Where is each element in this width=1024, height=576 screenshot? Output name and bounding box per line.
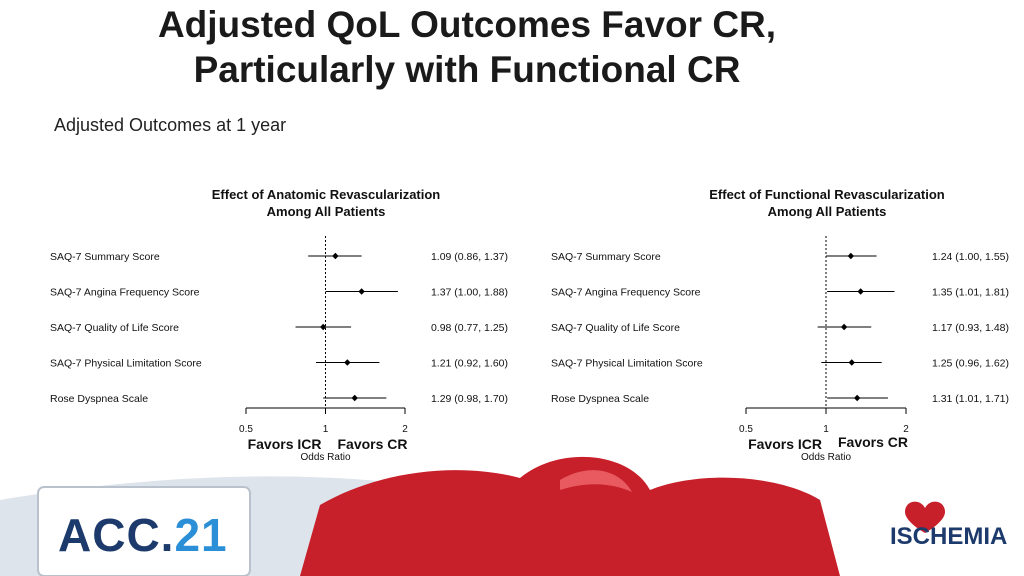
x-axis-title: Odds Ratio [300,452,350,463]
acc-logo: ACC.21 [58,508,228,562]
odds-ratio-marker [344,359,351,366]
ci-value-label: 1.37 (1.00, 1.88) [431,287,508,299]
ci-value-label: 1.35 (1.01, 1.81) [932,287,1009,299]
ci-value-label: 1.09 (0.86, 1.37) [431,251,508,263]
footer-heart-shape [300,456,840,576]
footer-decoration [0,456,1024,576]
right-panel-title: Effect of Functional Revascularization A… [667,186,987,220]
slide-title: Adjusted QoL Outcomes Favor CR, Particul… [0,2,934,92]
x-axis-tick-label: 1 [323,424,329,435]
x-axis-tick-label: 2 [903,424,909,435]
ischemia-logo-card [880,500,1024,576]
slide-subtitle: Adjusted Outcomes at 1 year [54,115,287,135]
row-label: SAQ-7 Quality of Life Score [50,322,179,334]
forest-plot-functional: SAQ-7 Summary Score 1.24 (1.00, 1.55) SAQ-… [551,236,1009,463]
ci-value-label: 0.98 (0.77, 1.25) [431,322,508,334]
ci-value-label: 1.17 (0.93, 1.48) [932,322,1009,334]
ischemia-logo: ISCHEMIA [890,523,1008,550]
favors-icr-label: Favors ICR [248,436,322,452]
x-axis-tick-label: 0.5 [739,424,753,435]
slide-title-line-1: Adjusted QoL Outcomes Favor CR, [157,4,777,45]
row-label: SAQ-7 Quality of Life Score [551,322,680,334]
row-label: SAQ-7 Physical Limitation Score [50,358,202,370]
x-axis-title: Odds Ratio [801,452,851,463]
odds-ratio-marker [840,323,848,331]
footer-heart-highlight [560,470,632,492]
acc-logo-text: ACC. [58,509,175,561]
acc-logo-number: 21 [174,509,228,561]
x-axis-tick-label: 2 [402,424,408,435]
odds-ratio-marker [319,323,327,331]
ischemia-heart-icon [905,501,945,533]
favors-icr-label: Favors ICR [748,436,822,452]
row-label: Rose Dyspnea Scale [551,393,649,405]
left-panel-title: Effect of Anatomic Revascularization Amo… [166,186,486,220]
left-panel-title-line-1: Effect of Anatomic Revascularization [211,187,441,202]
row-label: SAQ-7 Summary Score [50,251,160,263]
ci-value-label: 1.25 (0.96, 1.62) [932,358,1009,370]
odds-ratio-marker [853,394,861,402]
row-label: SAQ-7 Summary Score [551,251,661,263]
ci-value-label: 1.24 (1.00, 1.55) [932,251,1009,263]
right-panel-title-line-1: Effect of Functional Revascularization [709,187,945,202]
odds-ratio-marker [857,288,864,295]
ci-value-label: 1.31 (1.01, 1.71) [932,393,1009,405]
left-panel-title-line-2: Among All Patients [266,204,386,219]
x-axis-tick-label: 1 [823,424,829,435]
odds-ratio-marker [332,252,339,260]
forest-plot-anatomic: SAQ-7 Summary Score 1.09 (0.86, 1.37) SAQ-… [50,236,508,463]
row-label: SAQ-7 Angina Frequency Score [551,287,701,299]
row-label: SAQ-7 Physical Limitation Score [551,358,703,370]
ci-value-label: 1.21 (0.92, 1.60) [431,358,508,370]
favors-cr-label: Favors CR [338,436,408,452]
row-label: SAQ-7 Angina Frequency Score [50,287,200,299]
odds-ratio-marker [848,359,855,366]
odds-ratio-marker [847,252,855,260]
favors-cr-label: Favors CR [838,434,908,450]
odds-ratio-marker [351,394,358,402]
acc-logo-card [37,486,251,576]
odds-ratio-marker [358,288,365,295]
x-axis-tick-label: 0.5 [239,424,253,435]
ci-value-label: 1.29 (0.98, 1.70) [431,393,508,405]
right-panel-title-line-2: Among All Patients [767,204,887,219]
row-label: Rose Dyspnea Scale [50,393,148,405]
slide-title-line-2: Particularly with Functional CR [193,49,741,90]
